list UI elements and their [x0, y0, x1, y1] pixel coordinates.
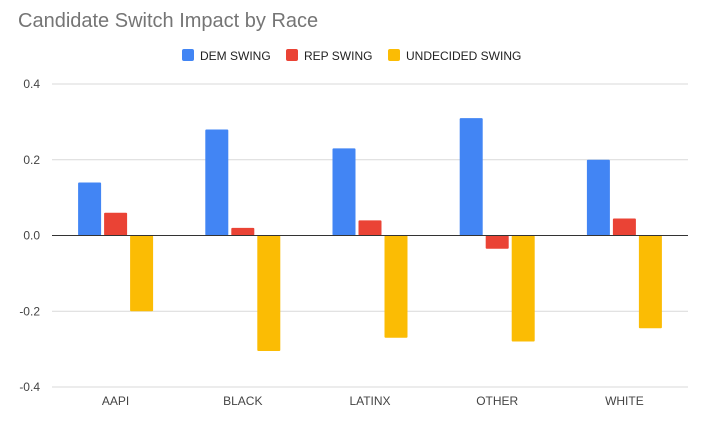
bar-black-dem-swing [205, 129, 229, 236]
legend-swatch-1 [286, 49, 298, 61]
bar-other-dem-swing [459, 118, 483, 236]
bar-black-rep-swing [231, 227, 255, 236]
x-tick-label: AAPI [102, 394, 129, 408]
legend: DEM SWING REP SWING UNDECIDED SWING [182, 49, 521, 63]
x-tick-label: WHITE [605, 394, 644, 408]
x-tick-label: OTHER [476, 394, 518, 408]
y-tick-label: 0.2 [23, 153, 40, 167]
bar-white-dem-swing [586, 159, 610, 236]
y-tick-label: -0.4 [19, 380, 40, 394]
bar-other-rep-swing [485, 235, 509, 249]
legend-label-1: REP SWING [304, 49, 372, 63]
chart-title: Candidate Switch Impact by Race [18, 10, 318, 32]
legend-swatch-2 [388, 49, 400, 61]
x-tick-label: BLACK [223, 394, 262, 408]
x-axis-ticks: AAPI BLACK LATINX OTHER WHITE [102, 394, 644, 408]
y-axis-ticks: 0.4 0.2 0.0 -0.2 -0.4 [19, 77, 40, 394]
legend-label-0: DEM SWING [200, 49, 271, 63]
legend-swatch-0 [182, 49, 194, 61]
bar-other-undecided-swing [511, 235, 535, 342]
bar-latinx-dem-swing [332, 148, 356, 236]
bar-aapi-rep-swing [104, 212, 128, 236]
x-tick-label: LATINX [349, 394, 390, 408]
bar-latinx-rep-swing [358, 220, 382, 236]
bars [78, 118, 662, 352]
bar-black-undecided-swing [257, 235, 281, 352]
y-tick-label: 0.4 [23, 77, 40, 91]
y-tick-label: 0.0 [23, 229, 40, 243]
legend-label-2: UNDECIDED SWING [406, 49, 521, 63]
bar-aapi-dem-swing [78, 182, 102, 236]
bar-aapi-undecided-swing [130, 235, 154, 312]
y-tick-label: -0.2 [19, 304, 40, 318]
bar-latinx-undecided-swing [384, 235, 408, 338]
gridlines [52, 83, 688, 388]
bar-white-undecided-swing [638, 235, 662, 329]
bar-white-rep-swing [612, 218, 636, 236]
